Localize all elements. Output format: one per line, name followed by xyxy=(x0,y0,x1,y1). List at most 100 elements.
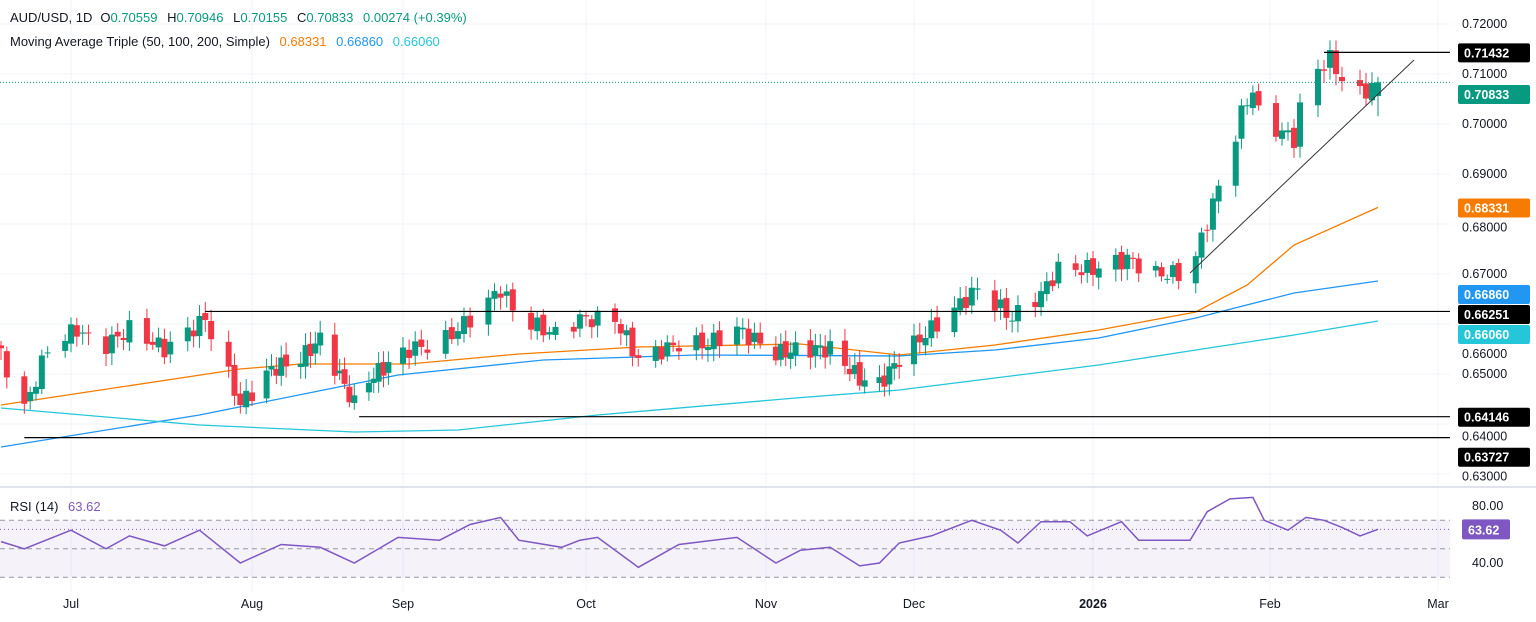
candle-body xyxy=(406,349,413,358)
candle-body xyxy=(33,386,39,394)
ma200-value: 0.66060 xyxy=(392,34,440,49)
candle-body xyxy=(1321,69,1327,71)
candle-body xyxy=(114,331,121,337)
candle-body xyxy=(827,341,834,355)
ma200-line xyxy=(0,320,1379,433)
candle-body xyxy=(167,341,174,355)
candle-body xyxy=(346,386,353,403)
ma-legend[interactable]: Moving Average Triple (50, 100, 200, Sim… xyxy=(10,34,446,49)
high-value: 0.70946 xyxy=(176,10,224,25)
candle-body xyxy=(757,332,764,344)
candle-body xyxy=(588,319,595,328)
candle-body xyxy=(448,327,455,340)
trendline xyxy=(1189,59,1415,274)
candle-body xyxy=(777,344,784,360)
candle-body xyxy=(1175,262,1182,281)
candle-body xyxy=(278,357,285,376)
candle-body xyxy=(44,352,51,354)
candle-body xyxy=(196,315,203,337)
price-tag xyxy=(1458,198,1530,218)
candle-body xyxy=(21,376,28,404)
candle-body xyxy=(617,324,624,334)
candle-body xyxy=(1315,68,1321,106)
rsi-value-tag-label: 63.62 xyxy=(1468,523,1499,537)
candle-body xyxy=(1124,254,1131,270)
candle-body xyxy=(1255,91,1262,106)
candle-body xyxy=(297,363,304,368)
candle-body xyxy=(3,351,10,378)
candle-body xyxy=(85,332,92,334)
candle-body xyxy=(782,341,789,358)
time-tick-label: Feb xyxy=(1259,597,1281,611)
price-tag-label: 0.68331 xyxy=(1464,201,1509,215)
candle-body xyxy=(184,327,191,342)
candle-body xyxy=(1204,229,1211,231)
candle-body xyxy=(896,364,903,367)
candle-body xyxy=(1164,278,1171,280)
candle-body xyxy=(1003,298,1010,318)
candle-body xyxy=(155,337,162,348)
time-tick-label: Nov xyxy=(755,597,778,611)
price-tag-label: 0.64146 xyxy=(1464,411,1509,425)
candle-body xyxy=(351,395,358,403)
time-tick-label: Oct xyxy=(576,597,596,611)
candle-body xyxy=(1297,102,1303,147)
candle-body xyxy=(126,320,133,343)
candle-body xyxy=(375,362,382,382)
candle-body xyxy=(190,330,197,337)
candle-body xyxy=(1327,50,1333,68)
candle-body xyxy=(846,368,853,375)
candle-body xyxy=(1084,260,1091,273)
candle-body xyxy=(1369,82,1375,101)
candle-body xyxy=(891,363,898,369)
candle-body xyxy=(951,307,958,333)
candle-body xyxy=(249,392,255,402)
candle-body xyxy=(0,345,4,349)
symbol-title[interactable]: AUD/USD, 1D xyxy=(10,10,93,25)
candle-body xyxy=(675,347,682,352)
candle-body xyxy=(1055,261,1062,284)
candle-body xyxy=(1032,302,1039,308)
candle-body xyxy=(161,338,168,358)
candle-body xyxy=(231,364,238,396)
candle-body xyxy=(1095,268,1102,278)
rsi-line xyxy=(0,496,1379,569)
candle-body xyxy=(1273,103,1279,137)
candle-body xyxy=(509,289,516,311)
candle-body xyxy=(710,332,717,350)
rsi-tick-label: 80.00 xyxy=(1472,499,1503,513)
candle-body xyxy=(751,332,758,343)
candle-body xyxy=(807,340,814,358)
candle-body xyxy=(822,346,829,358)
candle-body xyxy=(73,325,80,337)
candle-body xyxy=(1215,185,1222,202)
candle-body xyxy=(540,314,547,336)
candle-body xyxy=(583,315,589,317)
candle-body xyxy=(552,326,559,336)
candle-body xyxy=(202,313,209,320)
candle-body xyxy=(68,324,74,344)
price-tick-label: 0.72000 xyxy=(1462,17,1507,31)
candle-body xyxy=(699,332,706,349)
rsi-value: 63.62 xyxy=(68,499,101,514)
candle-body xyxy=(612,308,619,322)
candle-body xyxy=(243,390,250,408)
candle-body xyxy=(268,366,275,370)
candle-body xyxy=(570,326,577,332)
candle-body xyxy=(1043,281,1050,295)
time-tick-label: Sep xyxy=(392,597,414,611)
price-tick-label: 0.71000 xyxy=(1462,67,1507,81)
candle-body xyxy=(497,293,504,298)
candle-body xyxy=(38,355,45,390)
candle-body xyxy=(365,382,372,393)
candle-body xyxy=(787,352,794,359)
price-tag-label: 0.71432 xyxy=(1464,46,1509,60)
ma50-line xyxy=(0,206,1379,406)
candle-body xyxy=(534,317,541,332)
candle-body xyxy=(317,332,324,346)
candle-body xyxy=(149,341,156,345)
candles xyxy=(0,40,1381,415)
candle-body xyxy=(27,391,34,402)
rsi-legend[interactable]: RSI (14) 63.62 xyxy=(10,499,107,514)
